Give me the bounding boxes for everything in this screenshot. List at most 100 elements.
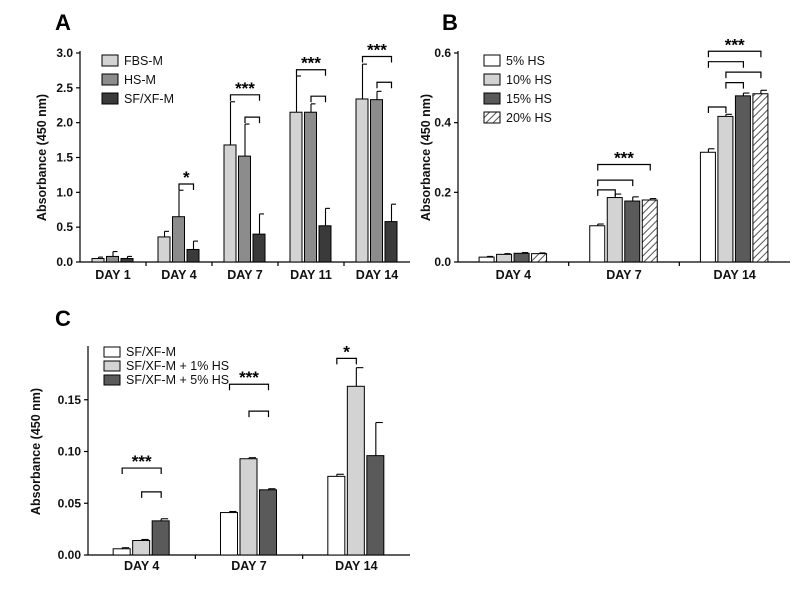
significance-bracket [178, 183, 195, 190]
bar [327, 475, 346, 556]
category-label: DAY 4 [161, 268, 196, 282]
significance-bracket [725, 82, 745, 89]
significance-bracket [336, 357, 357, 365]
significance-bracket [707, 106, 727, 113]
bar [157, 236, 171, 263]
bar [752, 93, 769, 263]
bar [259, 489, 277, 556]
category-label: DAY 14 [713, 268, 755, 282]
legend-swatch [483, 92, 501, 105]
bar [589, 225, 606, 263]
legend-swatch [103, 360, 121, 372]
y-tick-label: 2.0 [56, 116, 73, 130]
y-tick-label: 2.5 [56, 81, 73, 95]
bar [717, 115, 734, 263]
bar [252, 233, 266, 263]
significance-bracket [295, 69, 327, 76]
y-tick-label: 0.0 [434, 255, 451, 269]
bar [132, 540, 151, 556]
panel-c: C 0.00 0.05 0.10 0.15 Absorbance (450 nm) DAY … [29, 306, 410, 573]
legend-swatch [483, 73, 501, 86]
category-label: DAY 14 [335, 559, 377, 573]
legend-entry: SF/XF-M + 5% HS [126, 373, 229, 387]
significance-bracket [310, 95, 327, 103]
significance-label: *** [367, 40, 387, 59]
legend-swatch [103, 374, 121, 386]
significance-label: * [183, 168, 190, 187]
y-tick-label: 0.5 [56, 220, 73, 234]
bar [366, 455, 385, 556]
panel-a: A 0.0 0.5 1.0 1.5 2.0 2.5 3.0 Absorbance (450 nm… [35, 10, 410, 282]
bar [624, 200, 641, 263]
significance-bracket [121, 467, 162, 475]
significance-label: *** [239, 368, 259, 387]
legend-entry: 15% HS [506, 92, 552, 106]
significance-label: *** [132, 452, 152, 471]
panel-label: B [442, 10, 458, 35]
category-label: DAY 7 [227, 268, 262, 282]
y-tick-label: 0.2 [434, 185, 451, 199]
bar [384, 221, 398, 263]
category-label: DAY 7 [231, 559, 266, 573]
y-tick-label: 0.4 [434, 116, 451, 130]
y-tick-label: 0.00 [58, 548, 82, 562]
significance-label: * [343, 342, 350, 361]
bar [478, 256, 495, 263]
bar [151, 520, 170, 556]
bar [370, 99, 383, 263]
bar [304, 111, 317, 263]
bar [496, 253, 513, 263]
bar [734, 95, 751, 263]
legend-entry: HS-M [124, 73, 156, 87]
y-axis-label: Absorbance (450 nm) [35, 94, 49, 221]
significance-bracket [707, 50, 762, 58]
bar [355, 98, 369, 263]
bar [91, 258, 105, 263]
significance-bracket [597, 189, 616, 196]
legend-swatch [101, 73, 119, 86]
y-tick-label: 1.0 [56, 185, 73, 199]
legend-swatch [483, 111, 501, 124]
bar [186, 248, 200, 263]
bar [239, 458, 258, 556]
bar [223, 144, 237, 263]
category-label: DAY 11 [290, 268, 332, 282]
legend-entry: FBS-M [124, 54, 163, 68]
bar [120, 258, 134, 263]
significance-label: *** [725, 35, 745, 54]
category-label: DAY 4 [124, 559, 159, 573]
legend-swatch [483, 54, 501, 67]
legend-entry: SF/XF-M [124, 92, 174, 106]
bar [641, 199, 658, 263]
category-label: DAY 4 [496, 268, 531, 282]
category-label: DAY 14 [356, 268, 398, 282]
bar [606, 197, 623, 263]
y-tick-label: 0.6 [434, 46, 451, 60]
y-tick-label: 1.5 [56, 151, 73, 165]
significance-bracket [228, 383, 270, 391]
significance-label: *** [235, 79, 255, 98]
significance-bracket [376, 81, 393, 89]
significance-bracket [244, 116, 261, 124]
significance-label: *** [301, 54, 321, 73]
bar [531, 253, 548, 263]
y-axis-label: Absorbance (450 nm) [29, 388, 43, 515]
significance-bracket [597, 179, 634, 187]
panel-label: C [55, 306, 71, 331]
panel-label: A [55, 10, 71, 35]
legend-entry: 20% HS [506, 111, 552, 125]
bar [106, 255, 119, 263]
bar [513, 252, 530, 263]
bar [289, 111, 303, 263]
legend-entry: 5% HS [506, 54, 545, 68]
significance-bracket [229, 94, 261, 101]
y-tick-label: 0.15 [58, 393, 82, 407]
bar [699, 151, 716, 263]
significance-bracket [248, 410, 270, 418]
y-tick-label: 0.05 [58, 496, 82, 510]
legend-entry: SF/XF-M [126, 345, 176, 359]
bar [346, 385, 365, 556]
significance-bracket [707, 61, 745, 68]
legend-entry: 10% HS [506, 73, 552, 87]
